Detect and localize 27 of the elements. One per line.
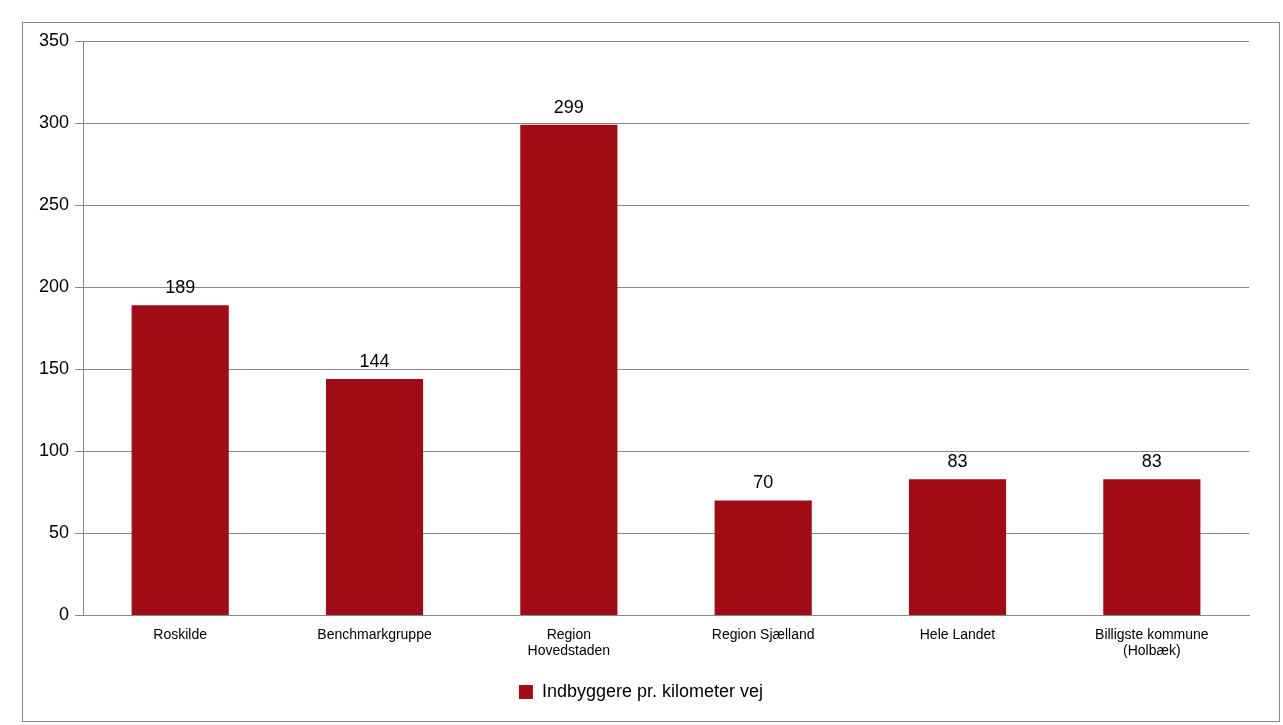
y-tick-label: 300 (38, 112, 70, 133)
y-tick-label: 100 (38, 440, 70, 461)
y-tick-label: 200 (38, 276, 70, 297)
x-tick-label: Benchmarkgruppe (317, 625, 432, 642)
data-label: 144 (359, 351, 390, 372)
data-label: 299 (553, 96, 584, 117)
bar (520, 124, 618, 615)
data-label: 83 (947, 451, 968, 472)
y-tick-label: 0 (59, 604, 70, 625)
bar (131, 305, 229, 615)
x-tick-label: Region Sjælland (711, 625, 815, 642)
x-tick-label: Hele Landet (919, 625, 996, 642)
data-label: 189 (165, 277, 196, 298)
bar (908, 479, 1007, 615)
y-tick-label: 250 (38, 194, 70, 215)
bar (325, 379, 424, 615)
bar (1103, 479, 1201, 615)
y-tick-label: 150 (38, 358, 70, 379)
y-tick-label: 350 (38, 29, 70, 50)
data-label: 70 (753, 472, 774, 493)
legend-label: Indbyggere pr. kilometer vej (541, 680, 764, 701)
bar (714, 500, 812, 615)
y-tick-label: 50 (49, 522, 70, 543)
data-label: 83 (1141, 451, 1162, 472)
x-tick-label: Roskilde (153, 625, 208, 642)
x-tick-label: Billigste kommune (Holbæk) (1095, 625, 1209, 659)
x-tick-label: Region Hovedstaden (527, 625, 611, 659)
